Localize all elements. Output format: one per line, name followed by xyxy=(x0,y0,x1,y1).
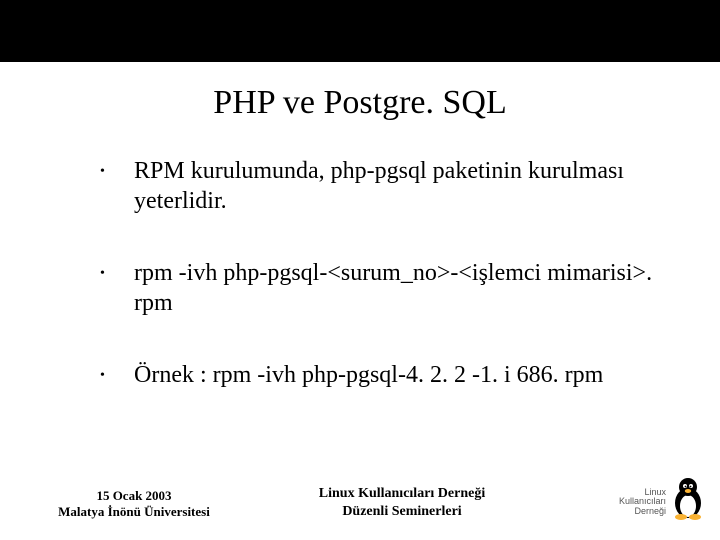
footer-org: Linux Kullanıcıları Derneği xyxy=(204,485,600,503)
bullet-text: RPM kurulumunda, php-pgsql paketinin kur… xyxy=(134,156,680,216)
list-item: • Örnek : rpm -ivh php-pgsql-4. 2. 2 -1.… xyxy=(100,360,680,390)
bullet-text: rpm -ivh php-pgsql-<surum_no>-<işlemci m… xyxy=(134,258,680,318)
bullet-icon: • xyxy=(100,266,134,318)
bullet-icon: • xyxy=(100,164,134,216)
list-item: • rpm -ivh php-pgsql-<surum_no>-<işlemci… xyxy=(100,258,680,318)
lkd-logo: Linux Kullanıcıları Derneği xyxy=(619,476,706,520)
footer-right: Linux Kullanıcıları Derneği xyxy=(600,476,720,520)
footer-center: Linux Kullanıcıları Derneği Düzenli Semi… xyxy=(204,485,600,520)
top-bar xyxy=(0,0,720,62)
slide-title: PHP ve Postgre. SQL xyxy=(0,84,720,122)
logo-text: Linux Kullanıcıları Derneği xyxy=(619,488,666,516)
tux-icon xyxy=(670,476,706,520)
bullet-text: Örnek : rpm -ivh php-pgsql-4. 2. 2 -1. i… xyxy=(134,360,680,390)
bullet-list: • RPM kurulumunda, php-pgsql paketinin k… xyxy=(0,156,720,390)
list-item: • RPM kurulumunda, php-pgsql paketinin k… xyxy=(100,156,680,216)
footer-series: Düzenli Seminerleri xyxy=(204,503,600,521)
bullet-icon: • xyxy=(100,368,134,390)
footer: 15 Ocak 2003 Malatya İnönü Üniversitesi … xyxy=(0,476,720,520)
